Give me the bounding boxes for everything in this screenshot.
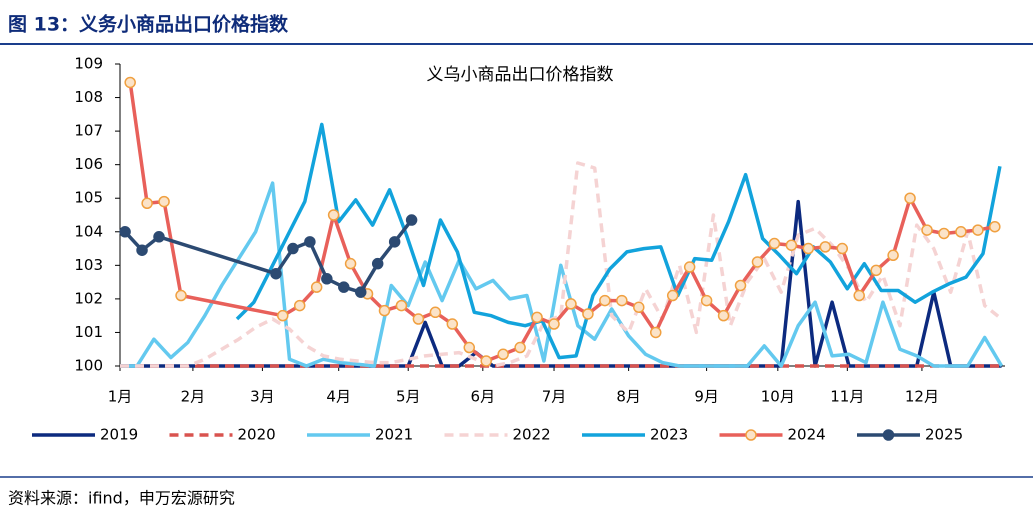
y-tick-label: 102 [74, 289, 103, 307]
point-marker [921, 224, 933, 236]
point-marker [405, 214, 418, 226]
point-marker [904, 192, 916, 204]
point-marker [531, 311, 543, 324]
point-marker [548, 318, 560, 330]
point-marker [480, 355, 492, 367]
point-marker [321, 273, 333, 285]
point-marker [649, 326, 662, 339]
y-tick-label: 106 [74, 155, 103, 173]
point-marker [287, 242, 299, 255]
y-tick-label: 107 [74, 122, 103, 140]
point-marker [175, 289, 187, 302]
y-tick-label: 101 [74, 323, 103, 341]
point-marker [124, 76, 136, 89]
legend-marker [745, 429, 757, 441]
point-marker [616, 294, 628, 307]
point-marker [599, 294, 611, 307]
x-tick-label: 9月 [694, 388, 719, 406]
source-note: 资料来源：ifind，申万宏源研究 [8, 489, 235, 508]
point-marker [293, 299, 306, 312]
x-tick-label: 7月 [542, 388, 567, 406]
point-marker [327, 209, 340, 221]
y-tick-label: 103 [74, 256, 103, 274]
legend-label: 2022 [513, 426, 551, 444]
point-marker [141, 197, 153, 210]
point-marker [666, 289, 679, 302]
point-marker [565, 298, 577, 310]
x-tick-label: 8月 [616, 388, 641, 406]
legend-label: 2021 [375, 426, 413, 444]
point-marker [344, 257, 357, 270]
point-marker [938, 227, 950, 240]
point-marker [870, 264, 882, 277]
point-marker [378, 304, 391, 317]
point-marker [270, 267, 282, 280]
series-line [120, 181, 1004, 368]
point-marker [371, 257, 384, 270]
point-marker [153, 231, 165, 243]
point-marker [463, 341, 476, 354]
legend-label: 2024 [788, 426, 826, 444]
point-marker [412, 313, 425, 325]
y-tick-label: 104 [74, 222, 103, 240]
chart-title: 义乌小商品出口价格指数 [427, 65, 614, 85]
point-marker [304, 236, 316, 248]
x-tick-label: 12月 [905, 388, 939, 406]
x-tick-label: 11月 [830, 388, 864, 406]
point-marker [119, 226, 131, 238]
x-tick-label: 3月 [250, 388, 275, 406]
point-marker [819, 241, 832, 253]
legend-marker [882, 429, 895, 441]
y-tick-label: 100 [74, 357, 103, 375]
x-tick-label: 4月 [326, 388, 351, 406]
x-tick-label: 6月 [471, 388, 496, 406]
x-tick-label: 5月 [396, 388, 421, 406]
point-marker [802, 242, 815, 255]
point-marker [700, 294, 713, 307]
figure-title: 图 13：义务小商品出口价格指数 [8, 13, 289, 36]
point-marker [514, 341, 526, 354]
point-marker [683, 261, 696, 273]
point-marker [955, 226, 967, 238]
point-marker [734, 279, 747, 292]
point-marker [751, 256, 764, 268]
y-tick-label: 105 [74, 189, 103, 207]
legend-label: 2023 [650, 426, 688, 444]
x-tick-label: 10月 [761, 388, 795, 406]
point-marker [338, 281, 350, 293]
point-marker [836, 242, 848, 255]
point-marker [887, 249, 899, 262]
point-marker [446, 318, 459, 330]
x-tick-label: 1月 [108, 388, 133, 406]
point-marker [497, 348, 509, 361]
point-marker [388, 236, 401, 248]
point-marker [158, 195, 170, 208]
point-marker [989, 220, 1001, 233]
point-marker [785, 239, 798, 251]
legend-label: 2019 [100, 426, 138, 444]
series-line [120, 199, 1002, 368]
point-marker [395, 299, 408, 312]
x-tick-label: 2月 [181, 388, 206, 406]
point-marker [429, 306, 442, 319]
legend-label: 2025 [925, 426, 963, 444]
point-marker [853, 289, 865, 302]
point-marker [277, 309, 289, 322]
legend-label: 2020 [238, 426, 276, 444]
point-marker [768, 237, 781, 250]
point-marker [972, 224, 984, 236]
y-tick-label: 108 [74, 88, 103, 106]
point-marker [717, 309, 730, 322]
y-tick-label: 109 [74, 55, 103, 73]
point-marker [582, 308, 594, 320]
point-marker [633, 301, 645, 314]
point-marker [136, 244, 148, 256]
point-marker [310, 281, 323, 293]
point-marker [354, 286, 367, 298]
